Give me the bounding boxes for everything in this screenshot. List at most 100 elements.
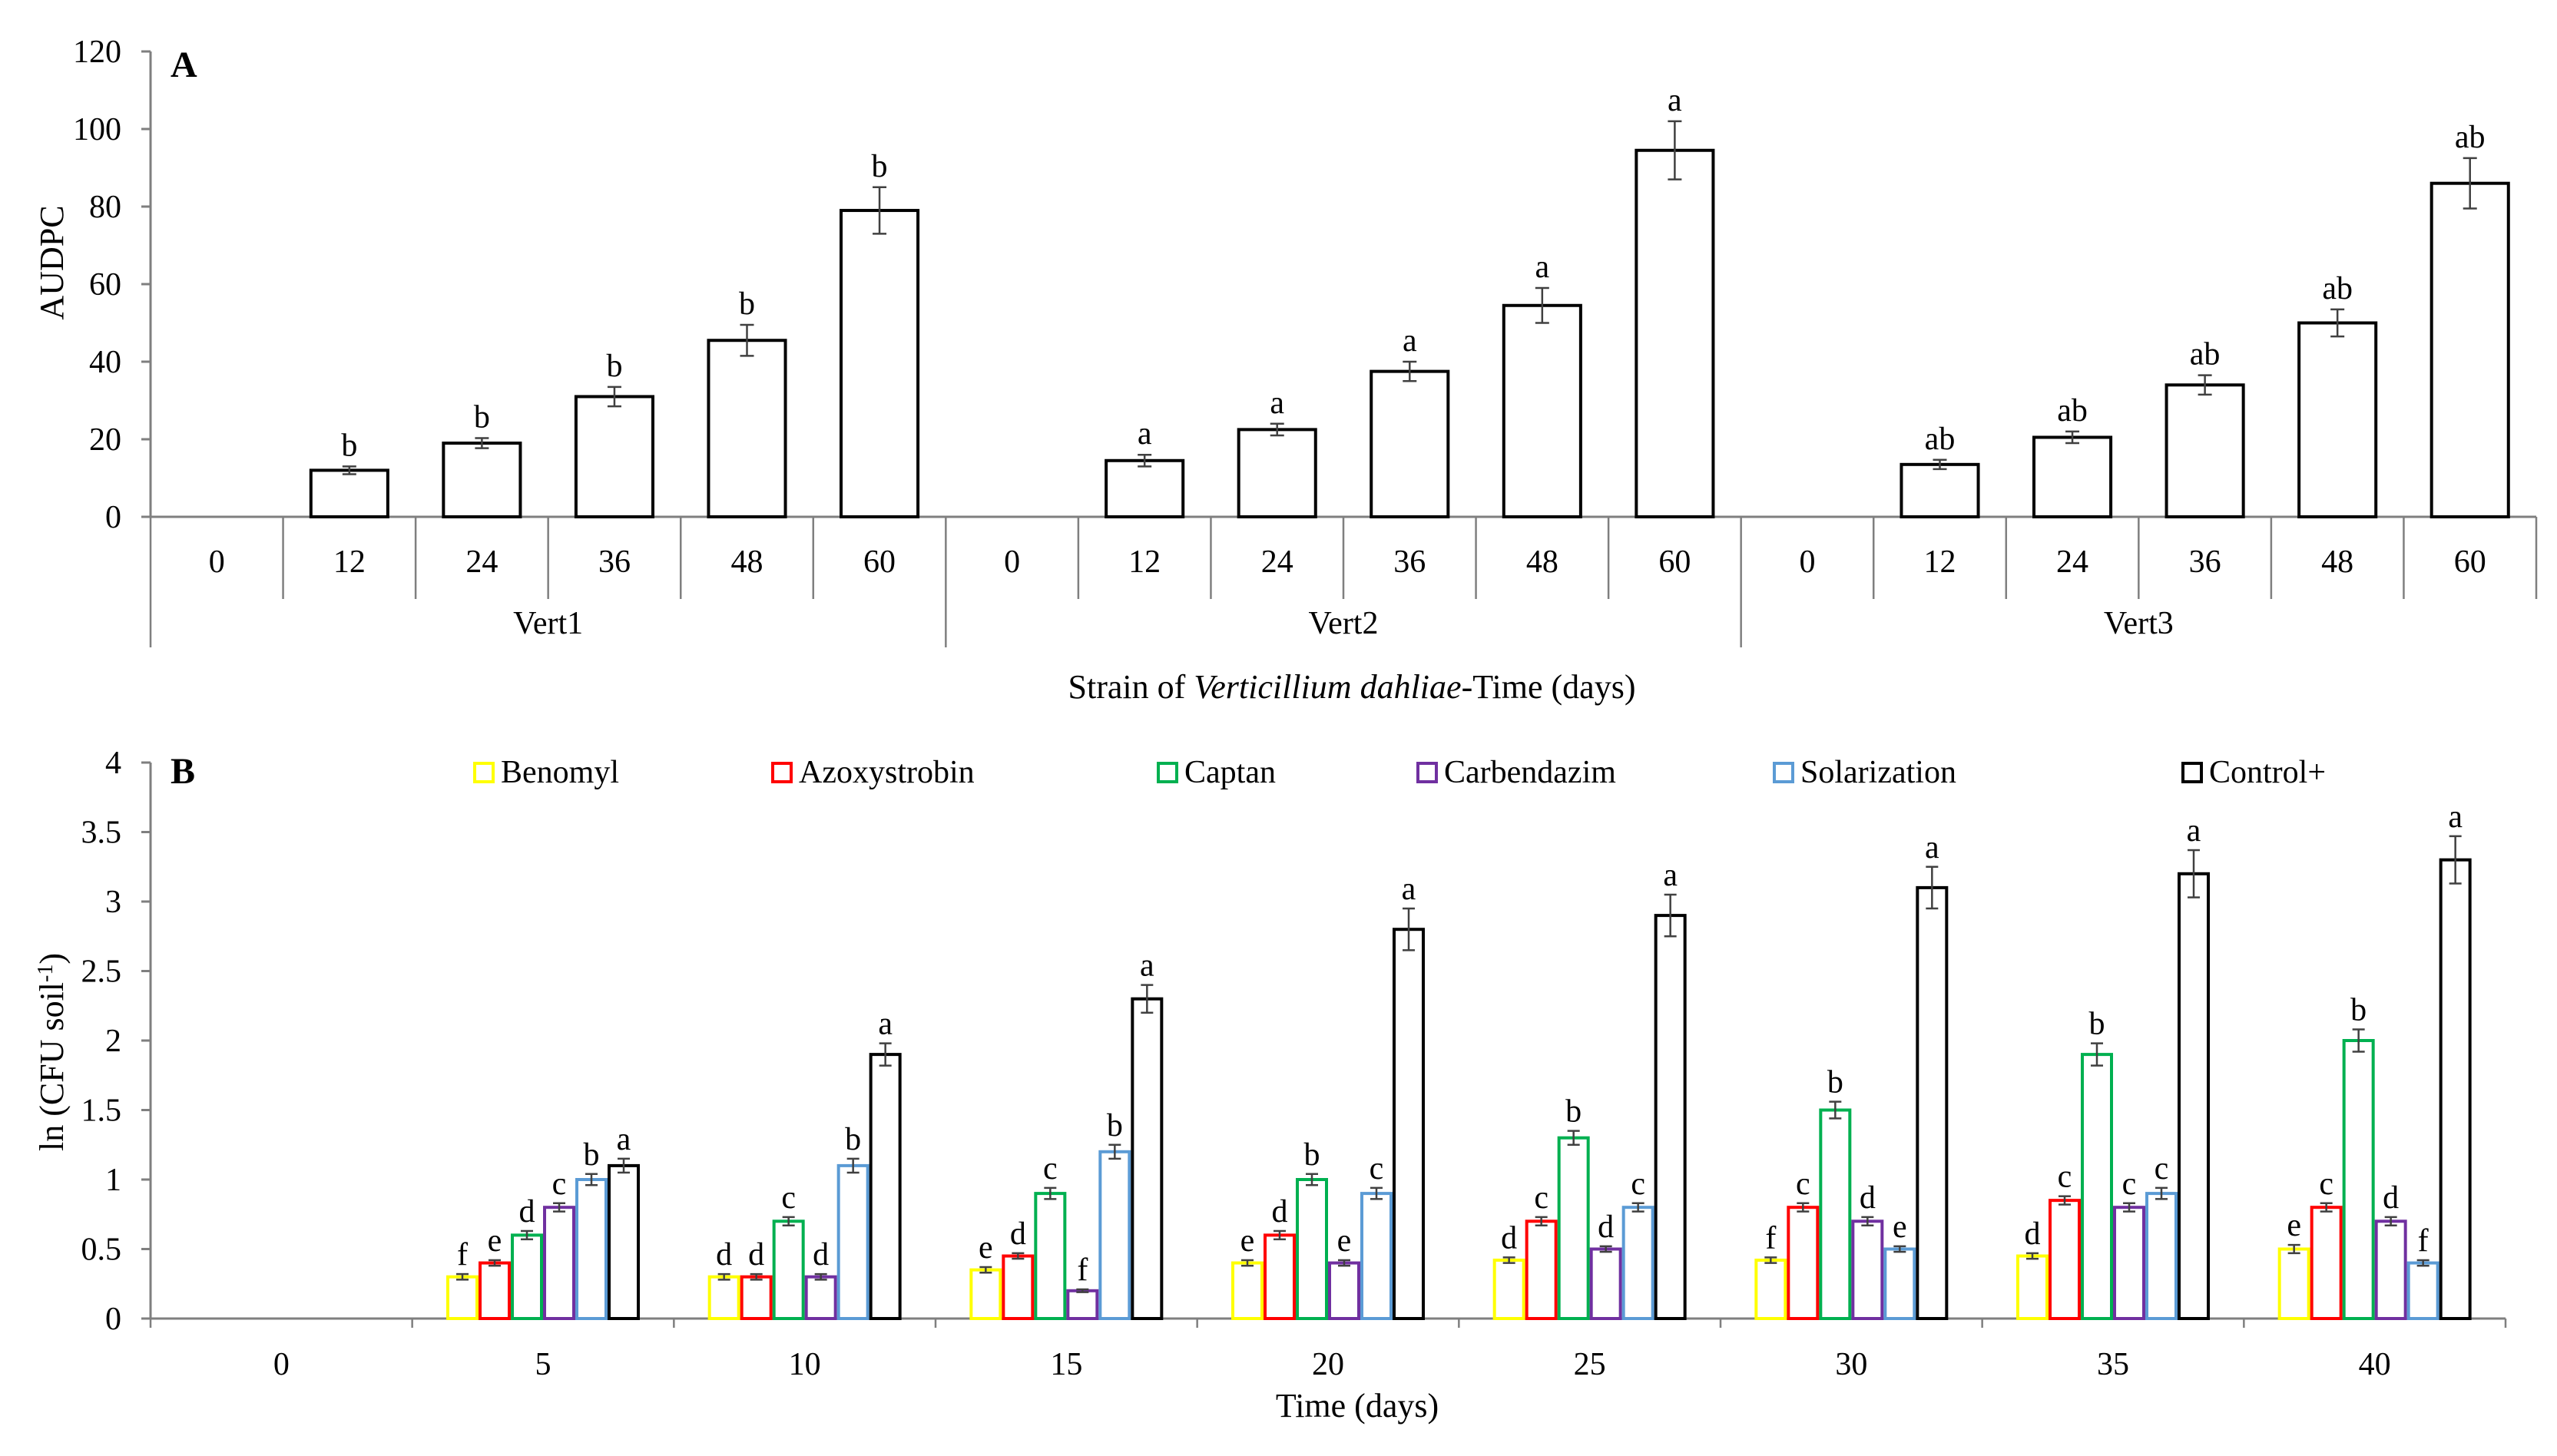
panel-b-bar-solarization [1883, 1247, 1916, 1320]
panel-b-significance-letter: b [1304, 1137, 1320, 1173]
panel-b-significance-letter: d [1598, 1209, 1614, 1245]
panel-a-x-tick-label: 48 [2321, 544, 2353, 580]
panel-b-x-tick-label: 35 [2097, 1347, 2129, 1382]
panel-b-legend-label: Solarization [1800, 755, 1956, 790]
panel-b-x-tick-label: 20 [1312, 1347, 1344, 1382]
panel-b-bar-benomyl [969, 1268, 1002, 1321]
panel-a-significance-letter: a [1138, 416, 1152, 452]
panel-a-bar [2429, 181, 2510, 518]
panel-b-y-axis-title-end: ) [33, 953, 71, 965]
panel-a-x-tick-label: 48 [731, 544, 763, 580]
panel-b-x-tick-label: 30 [1835, 1347, 1867, 1382]
panel-a-y-tick-label: 60 [89, 267, 121, 303]
panel-b-legend-label: Captan [1184, 755, 1276, 790]
panel-b-x-tick-label: 40 [2359, 1347, 2391, 1382]
panel-b-bar-azoxystrobin [479, 1261, 511, 1320]
panel-b-significance-letter: c [2122, 1166, 2137, 1202]
panel-a-x-tick-label: 60 [863, 544, 896, 580]
panel-a-x-tick-label: 0 [1004, 544, 1020, 580]
panel-b-significance-letter: e [2287, 1208, 2301, 1243]
panel-a-bar [2165, 383, 2245, 518]
panel-b-significance-letter: b [2350, 993, 2367, 1028]
panel-a-label: A [171, 45, 197, 85]
panel-b-bar-captan [1296, 1178, 1328, 1320]
panel-a-significance-letter: a [1270, 386, 1284, 421]
panel-a-x-axis-title: Strain of Verticillium dahliae-Time (day… [1068, 668, 1636, 706]
panel-b-y-tick-label: 2 [105, 1024, 121, 1059]
panel-a-y-tick-label: 80 [89, 190, 121, 225]
panel-b-bar-captan [772, 1219, 805, 1321]
panel-a-x-tick-label: 48 [1526, 544, 1558, 580]
panel-b-bar-captan [1557, 1136, 1590, 1320]
panel-b-significance-letter: d [2383, 1180, 2399, 1216]
panel-b-legend-swatch [2181, 762, 2203, 783]
panel-a-x-tick-label: 12 [1924, 544, 1956, 580]
panel-a-bar [707, 339, 787, 518]
panel-b-bar-solarization [1098, 1150, 1131, 1321]
panel-a-x-tick-label: 24 [1261, 544, 1293, 580]
panel-a-significance-letter: ab [2057, 393, 2088, 429]
panel-b-bar-carbendazim [1066, 1289, 1099, 1321]
panel-b-significance-letter: e [979, 1230, 993, 1266]
panel-b-y-axis-title-main: ln (CFU soil [33, 982, 71, 1151]
panel-a-x-tick-label: 24 [2056, 544, 2088, 580]
panel-b-bar-carbendazim [2113, 1206, 2145, 1320]
panel-b-bar-control [869, 1053, 902, 1320]
panel-b-significance-letter: d [813, 1237, 829, 1272]
panel-a-significance-letter: b [739, 286, 755, 322]
panel-a-significance-letter: b [606, 349, 622, 384]
panel-b-legend-label: Carbendazim [1444, 755, 1616, 790]
panel-b-legend-swatch [1157, 762, 1178, 783]
panel-b-significance-letter: c [552, 1166, 567, 1202]
panel-b-significance-letter: d [2025, 1216, 2041, 1252]
panel-b-legend-swatch [1773, 762, 1794, 783]
panel-a-x-tick-label: 36 [598, 544, 631, 580]
panel-b-bar-captan [511, 1233, 543, 1321]
panel-a-significance-letter: ab [2322, 271, 2353, 306]
panel-a-x-tick-label: 12 [333, 544, 366, 580]
panel-b-significance-letter: c [1534, 1180, 1548, 1216]
panel-b-bar-carbendazim [2374, 1219, 2407, 1321]
panel-b-bar-solarization [1621, 1206, 1654, 1320]
panel-b-significance-letter: e [1893, 1209, 1907, 1245]
panel-b-x-tick-label: 25 [1574, 1347, 1606, 1382]
panel-b-bar-azoxystrobin [2310, 1206, 2343, 1320]
panel-b-bar-carbendazim [1328, 1261, 1360, 1320]
panel-b-y-tick-label: 4 [105, 746, 121, 781]
panel-b-significance-letter: a [878, 1007, 893, 1042]
panel-b-significance-letter: a [1663, 858, 1678, 893]
panel-b-significance-letter: d [519, 1194, 535, 1229]
panel-a-bar [1370, 369, 1450, 518]
panel-a-significance-letter: ab [2190, 337, 2221, 372]
panel-b-significance-letter: d [716, 1237, 732, 1272]
panel-b-y-axis-title: ln (CFU soil-1) [33, 953, 71, 1151]
panel-a-bar [1502, 303, 1582, 518]
panel-b-legend-label: Control+ [2209, 755, 2326, 790]
panel-b-bar-azoxystrobin [1002, 1254, 1035, 1321]
panel-a-x-tick-label: 24 [465, 544, 498, 580]
panel-a-significance-letter: b [474, 399, 490, 435]
panel-b-y-tick-label: 1 [105, 1163, 121, 1198]
panel-a-x-tick-label: 12 [1128, 544, 1161, 580]
panel-a-x-tick-label: 0 [209, 544, 225, 580]
panel-b-bar-captan [2081, 1053, 2113, 1320]
panel-b-bar-benomyl [1754, 1258, 1787, 1320]
panel-b-y-tick-label: 0.5 [81, 1233, 122, 1268]
panel-b-significance-letter: f [2418, 1223, 2429, 1259]
panel-a-significance-letter: ab [2455, 120, 2486, 155]
panel-b-chart: B ln (CFU soil-1) Time (days) 0 0.5 1 1.5 2 2… [33, 746, 2507, 1425]
panel-b-significance-letter: e [1240, 1223, 1255, 1259]
panel-b-significance-letter: f [1765, 1220, 1776, 1256]
panel-b-significance-letter: d [748, 1237, 764, 1272]
panel-b-bar-azoxystrobin [1525, 1219, 1558, 1321]
panel-a-group-label: Vert1 [513, 606, 583, 641]
panel-b-bar-solarization [575, 1178, 608, 1320]
panel-a-x-axis-title-part-1: Strain of [1068, 668, 1194, 706]
panel-a-significance-letter: ab [1925, 422, 1956, 457]
panel-b-significance-letter: d [1860, 1180, 1876, 1216]
panel-b-significance-letter: c [1631, 1166, 1645, 1202]
panel-b-bar-control [1916, 885, 1949, 1320]
panel-b-x-tick-label: 0 [273, 1347, 290, 1382]
panel-b-significance-letter: a [617, 1122, 631, 1157]
